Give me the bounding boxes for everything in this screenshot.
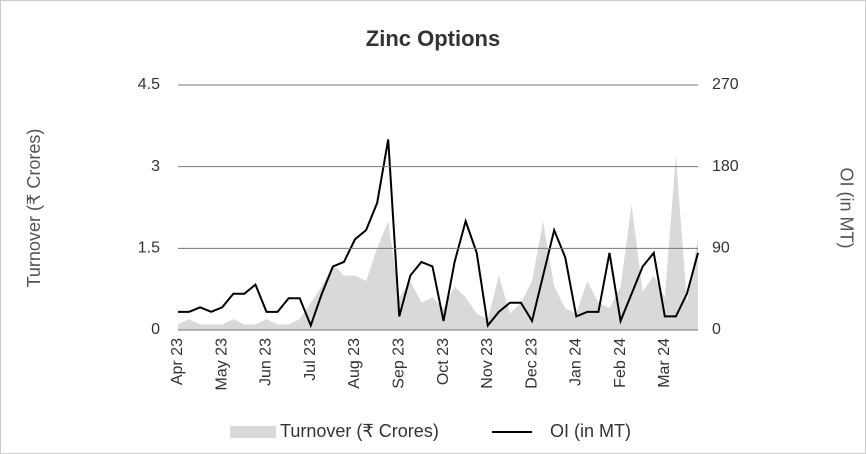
x-tick-label: Sep 23 bbox=[390, 338, 407, 389]
x-tick-label: Feb 24 bbox=[612, 338, 629, 388]
y2-tick-label: 180 bbox=[712, 158, 739, 175]
y2-axis-title: OI (in MT) bbox=[836, 168, 856, 249]
x-tick-label: Jan 24 bbox=[568, 338, 585, 386]
legend-swatch bbox=[230, 426, 276, 438]
x-tick-label: Nov 23 bbox=[479, 338, 496, 389]
y-tick-label: 4.5 bbox=[138, 76, 160, 93]
y2-tick-label: 0 bbox=[712, 321, 721, 338]
chart-title: Zinc Options bbox=[366, 26, 500, 51]
x-tick-label: Jul 23 bbox=[302, 338, 319, 381]
y-axis-title: Turnover (₹ Crores) bbox=[24, 129, 44, 288]
y-tick-label: 3 bbox=[151, 158, 160, 175]
y-tick-label: 0 bbox=[151, 321, 160, 338]
x-tick-label: Jun 23 bbox=[258, 338, 275, 386]
legend-label: OI (in MT) bbox=[550, 421, 631, 441]
x-tick-label: Apr 23 bbox=[169, 338, 186, 385]
x-tick-label: Mar 24 bbox=[656, 338, 673, 388]
y-tick-label: 1.5 bbox=[138, 240, 160, 257]
x-tick-label: Aug 23 bbox=[346, 338, 363, 389]
turnover-area bbox=[178, 155, 698, 330]
x-tick-label: May 23 bbox=[213, 338, 230, 391]
oi-line bbox=[178, 139, 699, 329]
y2-tick-label: 270 bbox=[712, 76, 739, 93]
y2-tick-label: 90 bbox=[712, 240, 730, 257]
legend-label: Turnover (₹ Crores) bbox=[280, 421, 439, 441]
x-tick-label: Oct 23 bbox=[435, 338, 452, 385]
x-tick-label: Dec 23 bbox=[523, 338, 540, 389]
